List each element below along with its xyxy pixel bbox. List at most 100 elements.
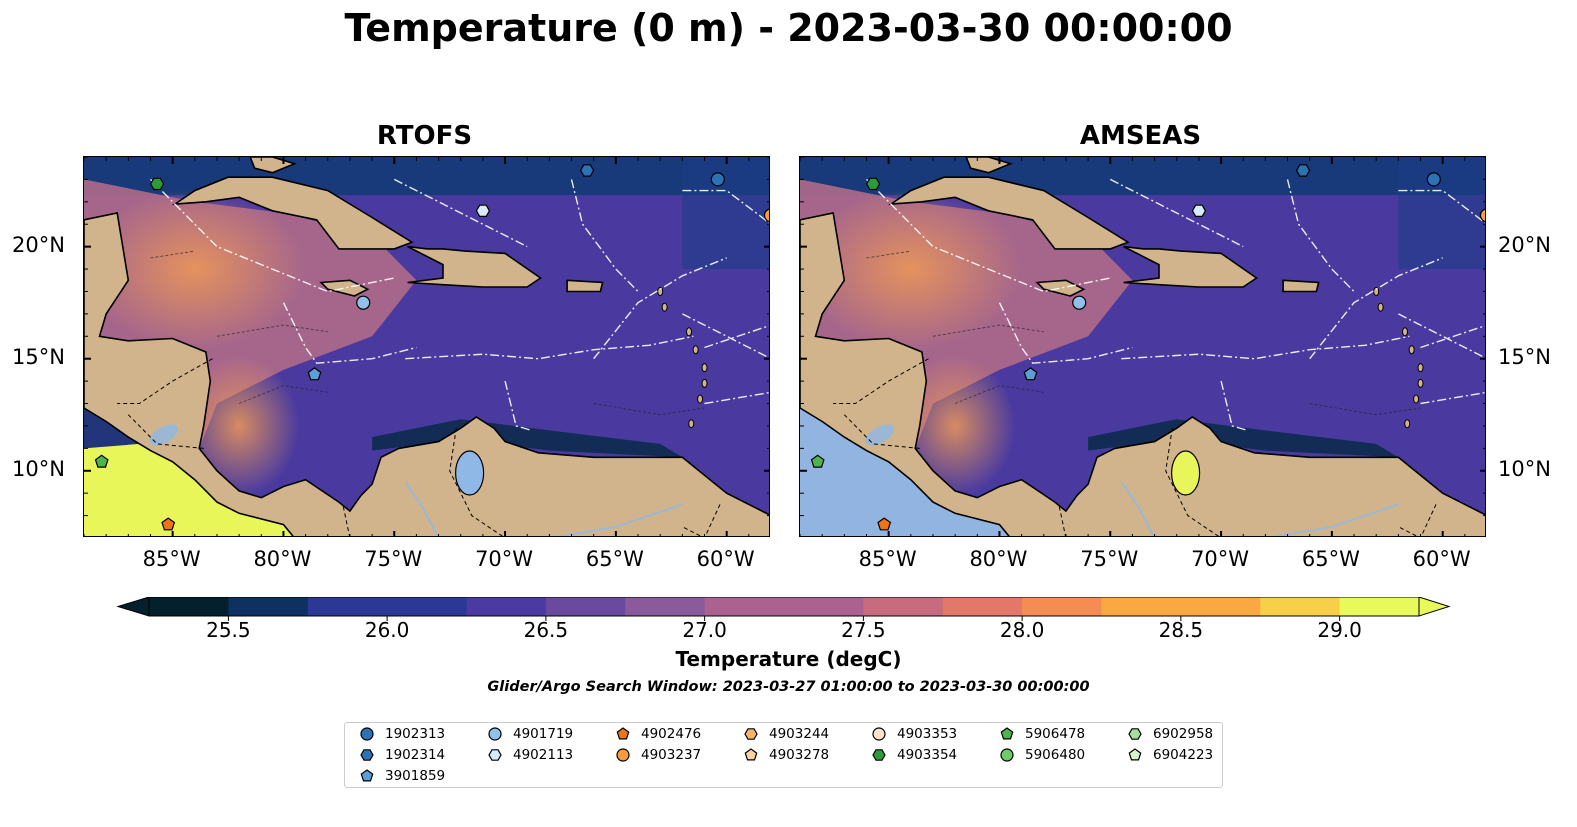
upwelling-band <box>1088 419 1399 458</box>
eez-boundary <box>1309 257 1443 360</box>
y-tick-label-right: 10°N <box>1498 456 1551 481</box>
x-tick-label: 85°W <box>858 547 917 571</box>
legend-item: 1902314 <box>359 747 445 763</box>
legend-marker-icon <box>616 748 630 762</box>
small-island <box>661 302 668 312</box>
colorbar-tick-label: 28.0 <box>999 618 1045 642</box>
legend-item: 4903278 <box>743 747 829 763</box>
eez-boundary <box>704 391 769 405</box>
bathymetry-contour <box>954 385 1044 404</box>
y-tick-label-right: 15°N <box>1498 344 1551 369</box>
river <box>1120 481 1155 536</box>
x-tick-label: 60°W <box>1412 547 1471 571</box>
warm-eddy <box>800 189 1021 350</box>
small-island <box>686 327 693 337</box>
land-mass <box>1282 279 1320 293</box>
legend-label: 5906478 <box>1025 726 1086 742</box>
small-island <box>1408 345 1415 355</box>
x-tick-label: 60°W <box>696 547 755 571</box>
legend-marker <box>872 749 886 761</box>
y-tick-label-left: 20°N <box>12 232 65 257</box>
legend-marker <box>872 727 886 741</box>
land-mass <box>319 279 370 297</box>
colorbar-segment <box>466 597 547 616</box>
legend-label: 4903354 <box>897 747 958 763</box>
small-island <box>1402 327 1409 337</box>
colorbar-segment <box>228 597 309 616</box>
x-tick-label: 80°W <box>253 547 312 571</box>
bathymetry-contour <box>932 324 1044 337</box>
land-mass <box>566 279 604 293</box>
legend-label: 3901859 <box>385 768 446 784</box>
small-island <box>1417 378 1424 388</box>
legend-label: 6902958 <box>1153 726 1214 742</box>
legend-item: 4902476 <box>615 726 701 742</box>
float-marker <box>710 172 725 187</box>
east-cool-field <box>1398 157 1485 270</box>
legend-item: 6904223 <box>1127 747 1213 763</box>
eez-boundary <box>570 179 639 292</box>
legend-marker-icon <box>616 727 630 740</box>
legend-label: 4902113 <box>513 747 574 763</box>
colorbar-segment <box>545 597 626 616</box>
legend-marker-icon <box>360 727 374 741</box>
float-marker <box>1023 367 1038 381</box>
legend-item: 4901719 <box>487 726 573 742</box>
legend-label: 4901719 <box>513 726 574 742</box>
legend-marker-icon <box>872 749 886 761</box>
eez-boundary <box>1220 380 1248 432</box>
float-marker <box>161 517 176 531</box>
legend-marker-icon <box>1128 748 1142 761</box>
figure-title: Temperature (0 m) - 2023-03-30 00:00:00 <box>344 6 1233 50</box>
pacific-cool-patch <box>84 408 140 449</box>
legend-marker-icon <box>1128 728 1142 740</box>
land-mass <box>800 212 1485 536</box>
legend-marker <box>360 727 374 741</box>
colorbar-segment <box>863 597 944 616</box>
country-border <box>1058 506 1066 536</box>
panel-title-rtofs: RTOFS <box>376 121 473 151</box>
colorbar-tick-label: 26.5 <box>523 618 569 642</box>
legend-marker-icon <box>360 749 374 761</box>
legend-marker-icon <box>1000 748 1014 762</box>
legend-marker-icon <box>1000 727 1014 740</box>
eez-boundary <box>405 335 694 360</box>
eez-boundary <box>682 189 769 224</box>
country-border <box>117 358 213 404</box>
legend-marker <box>744 728 758 740</box>
eez-boundary <box>1286 179 1355 292</box>
float-marker <box>94 454 109 468</box>
legend-marker-icon <box>744 728 758 740</box>
colorbar-segment <box>704 597 785 616</box>
small-island <box>1404 419 1411 429</box>
y-tick-label-left: 15°N <box>12 344 65 369</box>
colorbar-segment <box>387 597 467 616</box>
map-panel-amseas <box>799 156 1486 537</box>
float-marker <box>810 454 825 468</box>
legend-label: 6904223 <box>1153 747 1214 763</box>
x-tick-label: 65°W <box>1301 547 1360 571</box>
eez-boundary <box>282 302 417 364</box>
legend-marker <box>744 748 758 761</box>
legend-label: 5906480 <box>1025 747 1086 763</box>
small-island <box>701 378 708 388</box>
bathymetry-contour <box>216 324 328 337</box>
legend-marker-icon <box>360 769 374 782</box>
small-island <box>692 345 699 355</box>
colorbar-segment <box>307 597 388 616</box>
map-canvas <box>84 157 769 536</box>
eez-boundary <box>1420 391 1485 405</box>
small-island <box>701 363 708 373</box>
eez-boundary <box>1121 335 1410 360</box>
legend-label: 4903278 <box>769 747 830 763</box>
country-border <box>833 358 929 404</box>
eez-boundary <box>150 178 395 293</box>
float-marker <box>763 208 769 223</box>
bathymetry-contour <box>593 403 705 416</box>
small-island <box>657 286 664 296</box>
eez-boundary <box>1398 189 1485 224</box>
map-panel-rtofs <box>83 156 770 537</box>
legend-marker <box>616 748 630 762</box>
legend-marker-icon <box>488 749 502 761</box>
eez-boundary <box>866 178 1111 293</box>
